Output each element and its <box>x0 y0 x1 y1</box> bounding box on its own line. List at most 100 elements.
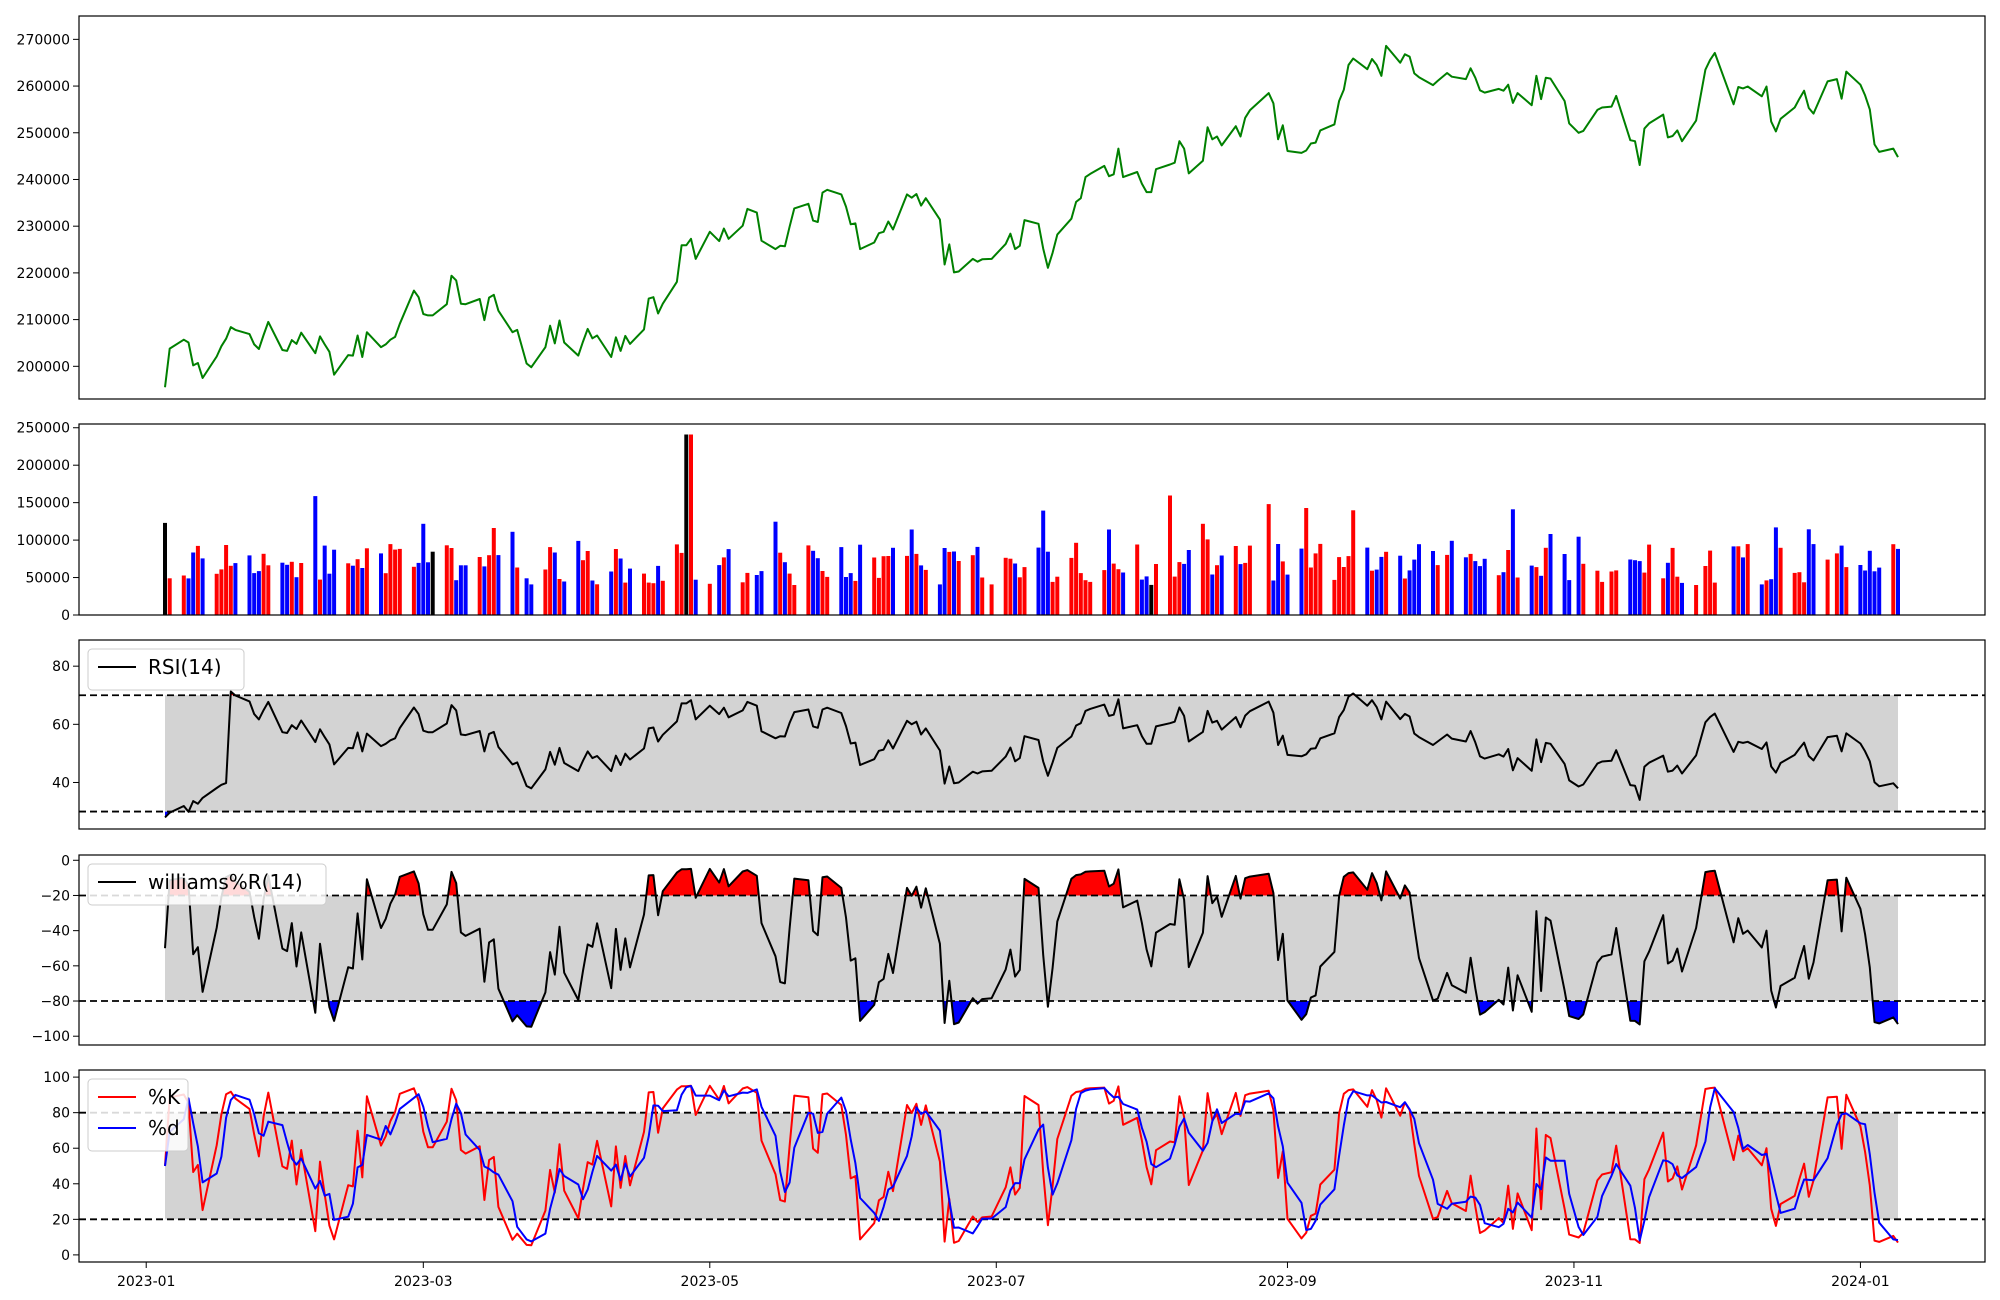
williams-overbought-fill <box>1401 885 1410 896</box>
volume-bar <box>1102 570 1107 615</box>
volume-bar <box>1773 527 1778 615</box>
volume-bar <box>740 582 745 615</box>
volume-bar <box>844 577 848 615</box>
volume-bar <box>1149 584 1154 615</box>
williams-overbought-fill <box>1339 872 1381 896</box>
price-ytick-label: 250000 <box>17 126 70 142</box>
volume-bar <box>294 577 299 615</box>
volume-bar <box>463 565 468 615</box>
rsi-ytick-label: 40 <box>52 775 70 791</box>
williams-oversold-fill <box>1872 1001 1898 1025</box>
volume-bar <box>1482 558 1487 615</box>
volume-bar <box>1896 548 1900 615</box>
williams-overbought-fill <box>394 871 421 896</box>
volume-bar <box>656 565 661 615</box>
volume-bar <box>1778 547 1783 615</box>
volume-bar <box>839 547 844 615</box>
volume-bar <box>1665 562 1670 615</box>
volume-bar <box>280 562 285 615</box>
volume-bar <box>674 544 679 615</box>
volume-bar <box>642 573 646 615</box>
volume-bar <box>1633 560 1637 615</box>
volume-bar <box>214 573 219 615</box>
volume-bar <box>848 573 853 615</box>
volume-bar <box>585 551 590 615</box>
volume-bar <box>1111 563 1116 615</box>
volume-bar <box>576 540 581 615</box>
volume-bar <box>745 572 750 615</box>
volume-bar <box>195 545 200 615</box>
rsi-neutral-band <box>165 695 1898 812</box>
volume-bar <box>1445 554 1450 615</box>
volume-bar <box>590 580 595 615</box>
volume-bar <box>332 549 337 615</box>
price-ytick-label: 200000 <box>17 359 70 375</box>
volume-bar <box>1529 565 1534 615</box>
volume-bar <box>557 579 562 615</box>
volume-bar <box>646 582 651 615</box>
williams-overbought-fill <box>821 876 843 896</box>
volume-bar <box>1449 540 1454 615</box>
volume-bar <box>1797 572 1802 615</box>
volume-bar <box>200 558 205 615</box>
volume-bar <box>1041 510 1046 615</box>
volume-bar <box>318 579 322 615</box>
volume-bar <box>1567 580 1572 615</box>
price-panel <box>78 15 1986 400</box>
volume-bar <box>1285 574 1290 615</box>
volume-bar <box>186 578 191 615</box>
volume-bar <box>881 556 886 615</box>
volume-bar <box>1003 557 1008 615</box>
rsi-legend-label: RSI(14) <box>148 655 222 679</box>
volume-bar <box>1205 539 1210 615</box>
volume-bar <box>487 555 492 615</box>
volume-bar <box>782 562 787 615</box>
volume-bar <box>1280 561 1285 615</box>
volume-bar <box>163 522 167 615</box>
volume-bar <box>219 569 224 615</box>
price-ytick-label: 230000 <box>17 219 70 235</box>
volume-bar <box>1247 545 1252 615</box>
stoch-ytick-label: 60 <box>52 1141 70 1157</box>
volume-bar <box>1215 565 1219 615</box>
williams-ytick-label: −20 <box>40 888 70 904</box>
price-ytick-label: 220000 <box>17 266 70 282</box>
volume-bar <box>426 562 430 615</box>
volume-bar <box>651 583 656 615</box>
volume-bar <box>628 568 632 615</box>
volume-bar <box>872 557 877 615</box>
volume-bar <box>1628 559 1633 615</box>
volume-bar <box>1539 575 1544 615</box>
volume-bar <box>1473 561 1478 615</box>
volume-bar <box>247 555 252 615</box>
volume-bar <box>1370 570 1374 615</box>
williams-oversold-fill <box>328 1001 340 1021</box>
volume-bar <box>1680 582 1684 615</box>
volume-bar <box>876 577 881 615</box>
volume-bar <box>266 565 271 615</box>
volume-bar <box>444 545 449 615</box>
rsi-ytick-label: 60 <box>52 717 70 733</box>
volume-bar <box>1675 576 1680 615</box>
volume-bar <box>1069 557 1074 615</box>
stoch-ytick-label: 100 <box>43 1070 70 1086</box>
volume-bar <box>1417 544 1421 615</box>
volume-bar <box>811 550 816 615</box>
volume-bar <box>1243 562 1248 615</box>
volume-bar <box>806 545 811 615</box>
volume-bar <box>660 580 665 615</box>
volume-bar <box>1745 544 1750 615</box>
volume-bar <box>449 548 454 615</box>
volume-bar <box>416 562 421 615</box>
volume-bar <box>1802 582 1807 615</box>
volume-bar <box>717 565 722 615</box>
volume-panel <box>78 423 1986 616</box>
volume-bar <box>1712 582 1717 615</box>
volume-bar <box>552 552 557 615</box>
price-ytick-label: 240000 <box>17 172 70 188</box>
volume-bar <box>595 584 600 615</box>
volume-bar <box>228 565 233 615</box>
volume-bar <box>1806 529 1811 615</box>
volume-bar <box>524 578 529 615</box>
volume-bar <box>1661 578 1666 615</box>
